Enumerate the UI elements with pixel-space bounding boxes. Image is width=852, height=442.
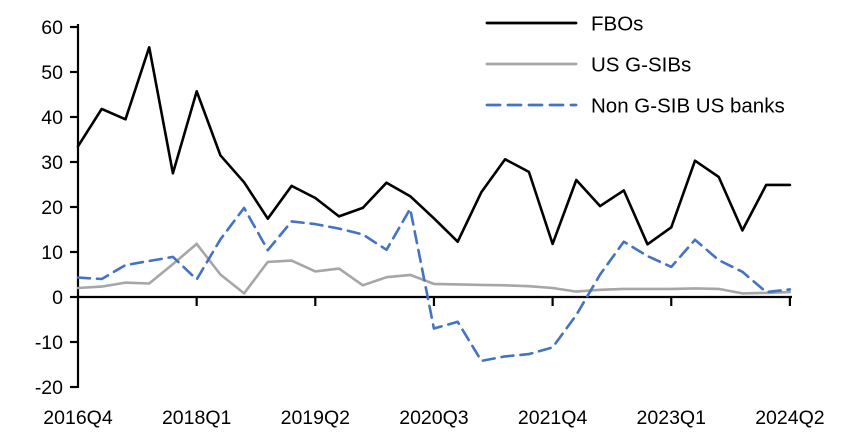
series-line-fbos <box>76 45 792 246</box>
x-tick-label: 2018Q1 <box>162 407 231 429</box>
legend-label: US G-SIBs <box>591 54 691 77</box>
legend-label: Non G-SIB US banks <box>591 95 785 118</box>
legend: FBOs US G-SIBs Non G-SIB US banks <box>485 13 785 118</box>
y-tick-label: -10 <box>35 332 63 354</box>
x-tick-label: 2016Q4 <box>43 407 113 429</box>
legend-item-fbos: FBOs <box>485 13 643 36</box>
y-tick-label: -20 <box>35 377 63 399</box>
y-tick-label: 30 <box>41 152 63 174</box>
y-tick-label: 0 <box>52 287 63 309</box>
legend-item-non-g-sib-us-banks: Non G-SIB US banks <box>485 95 785 118</box>
y-tick-label: 60 <box>41 17 63 39</box>
series-lines <box>76 45 792 363</box>
y-tick-label: 10 <box>41 242 63 264</box>
x-axis-ticks: 2016Q4 2018Q1 2019Q2 2020Q3 2021Q4 2023Q1 2024… <box>43 297 825 429</box>
series-line-us-g-sibs <box>76 242 792 295</box>
x-tick-label: 2023Q1 <box>637 407 706 429</box>
y-tick-label: 20 <box>41 197 63 219</box>
axes <box>76 24 792 388</box>
legend-label: FBOs <box>591 13 643 36</box>
y-tick-label: 40 <box>41 107 63 129</box>
x-tick-label: 2020Q3 <box>399 407 468 429</box>
y-axis-ticks: -20 -10 0 10 20 30 40 50 60 <box>35 17 78 399</box>
x-tick-label: 2024Q2 <box>755 407 824 429</box>
x-tick-label: 2021Q4 <box>518 407 588 429</box>
y-tick-label: 50 <box>41 62 63 84</box>
x-tick-label: 2019Q2 <box>281 407 350 429</box>
series-line-non-g-sib-us-banks <box>76 206 792 363</box>
legend-item-us-g-sibs: US G-SIBs <box>485 54 691 77</box>
